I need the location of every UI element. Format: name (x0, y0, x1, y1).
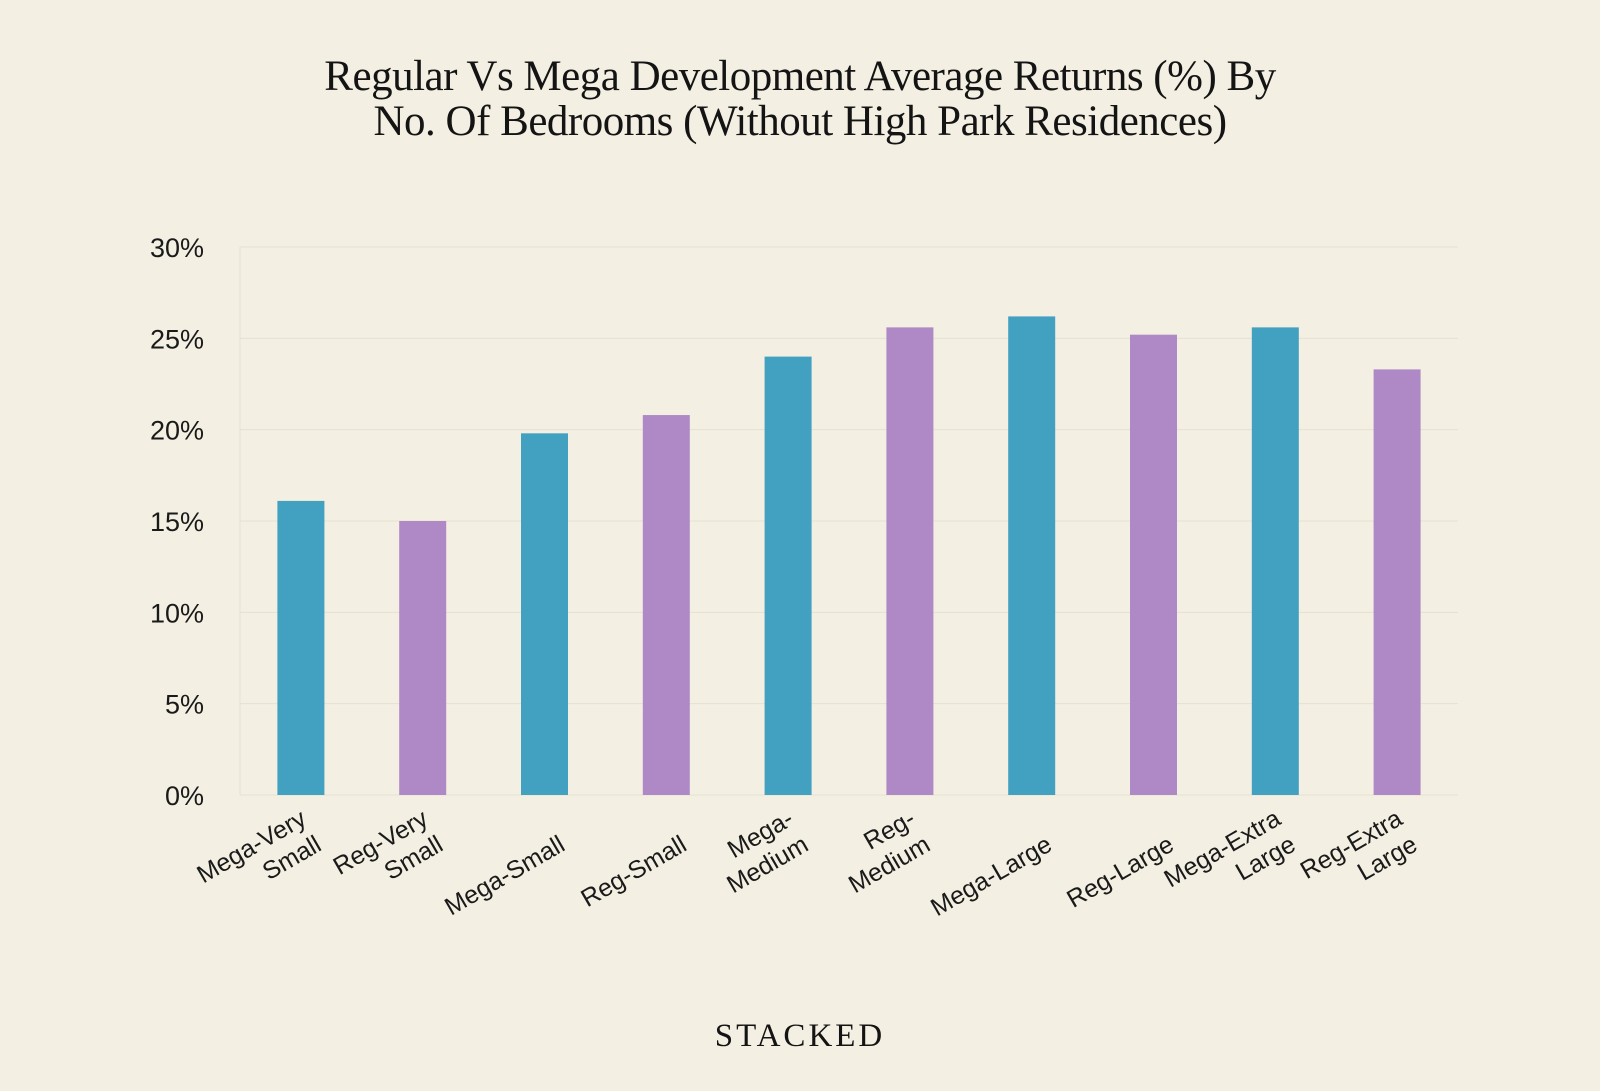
y-tick-label: 25% (150, 324, 204, 354)
bar (399, 521, 447, 795)
bar (886, 327, 934, 795)
y-axis: 0% 5% 10% 15% 20% 25% 30% (150, 233, 204, 811)
bars (277, 316, 1421, 795)
y-tick-label: 30% (150, 233, 204, 263)
y-tick-label: 5% (165, 690, 204, 720)
bar (1130, 334, 1177, 795)
y-tick-label: 15% (150, 507, 204, 537)
y-tick-label: 10% (150, 598, 204, 628)
x-tick-label: Reg-Medium (844, 804, 935, 899)
bar (521, 433, 568, 795)
bar (277, 500, 325, 795)
x-tick-label: Mega-Small (440, 830, 570, 921)
y-tick-label: 20% (150, 416, 204, 446)
y-tick-label: 0% (165, 781, 204, 811)
bar (764, 356, 812, 795)
bar (1251, 327, 1299, 795)
bar (642, 415, 690, 795)
bar (1008, 316, 1056, 795)
chart-title-line-1: Regular Vs Mega Development Average Retu… (324, 53, 1276, 100)
x-tick-label-line: Reg-Small (576, 830, 691, 913)
bar (1373, 369, 1421, 795)
x-tick-label: Mega-Medium (722, 804, 813, 899)
x-tick-label: Mega-Large (926, 830, 1057, 922)
chart-title-line-2: No. Of Bedrooms (Without High Park Resid… (373, 98, 1227, 145)
brand-logo: STACKED (714, 1018, 886, 1054)
x-tick-label-line: Mega-Small (440, 830, 570, 921)
x-tick-label: Reg-Small (576, 830, 691, 913)
x-tick-label-line: Mega-Large (926, 830, 1057, 922)
